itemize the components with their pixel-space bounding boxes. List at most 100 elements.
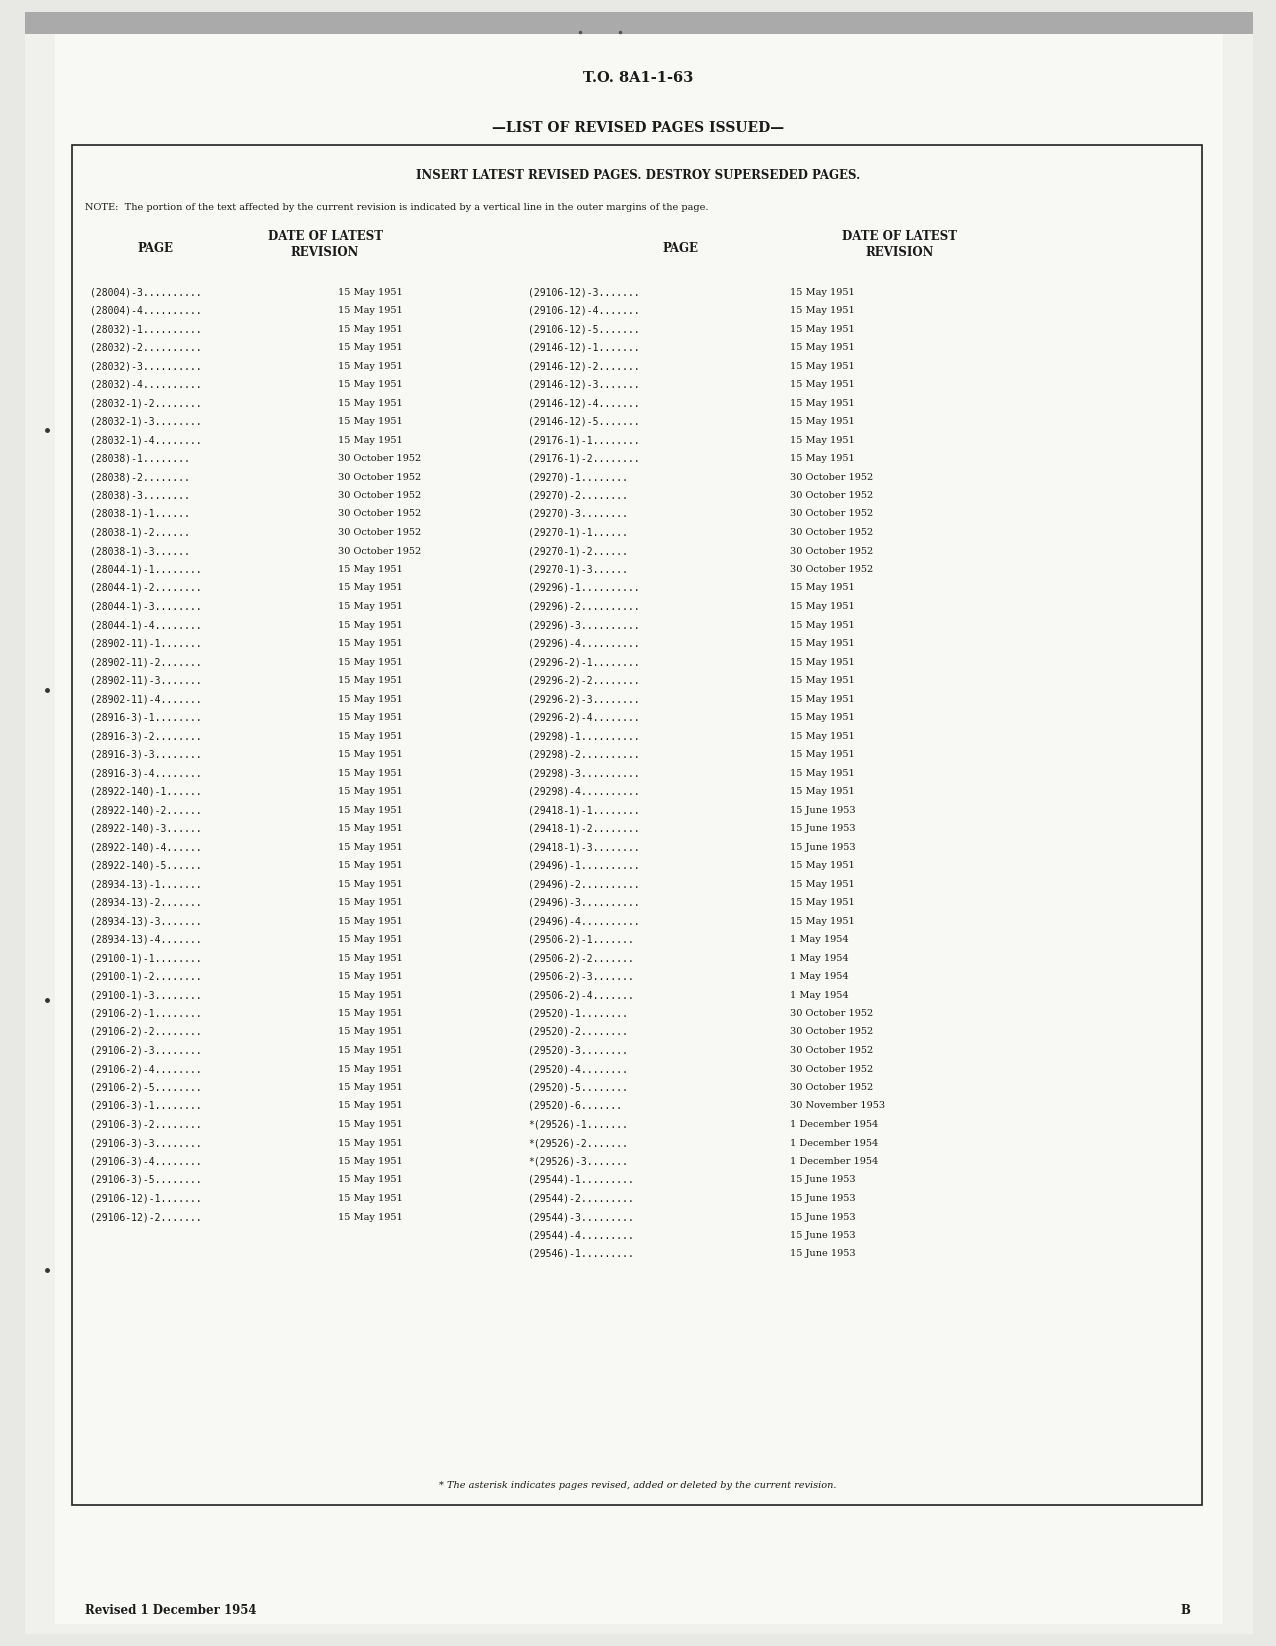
Text: (29506-2)-4.......: (29506-2)-4.......: [528, 989, 634, 1001]
Text: (28038-1)-1......: (28038-1)-1......: [91, 509, 190, 518]
Text: (28934-13)-2.......: (28934-13)-2.......: [91, 897, 202, 907]
Text: (29544)-4.........: (29544)-4.........: [528, 1231, 634, 1241]
Text: 15 May 1951: 15 May 1951: [338, 1175, 403, 1185]
Text: (28032-1)-3........: (28032-1)-3........: [91, 416, 202, 426]
Text: (28032)-4..........: (28032)-4..........: [91, 380, 202, 390]
Text: 15 June 1953: 15 June 1953: [790, 1231, 856, 1239]
Text: 15 June 1953: 15 June 1953: [790, 1213, 856, 1221]
Text: 15 May 1951: 15 May 1951: [338, 731, 403, 741]
Text: (29520)-3........: (29520)-3........: [528, 1045, 628, 1055]
FancyBboxPatch shape: [26, 12, 1253, 1634]
Text: 30 October 1952: 30 October 1952: [790, 1065, 873, 1073]
Text: 15 May 1951: 15 May 1951: [338, 1045, 403, 1055]
Text: (29506-2)-2.......: (29506-2)-2.......: [528, 953, 634, 963]
Text: T.O. 8A1-1-63: T.O. 8A1-1-63: [583, 71, 693, 86]
Text: (29296-2)-3........: (29296-2)-3........: [528, 695, 639, 704]
Text: (29146-12)-4.......: (29146-12)-4.......: [528, 398, 639, 408]
Text: 1 May 1954: 1 May 1954: [790, 973, 849, 981]
Text: 15 May 1951: 15 May 1951: [338, 1009, 403, 1017]
Text: 30 October 1952: 30 October 1952: [790, 546, 873, 555]
Text: (28902-11)-2.......: (28902-11)-2.......: [91, 657, 202, 667]
Text: 15 May 1951: 15 May 1951: [790, 861, 855, 871]
Text: 15 May 1951: 15 May 1951: [338, 1213, 403, 1221]
Text: (29100-1)-3........: (29100-1)-3........: [91, 989, 202, 1001]
Text: 15 May 1951: 15 May 1951: [338, 917, 403, 925]
Text: (28916-3)-4........: (28916-3)-4........: [91, 769, 202, 779]
Text: 15 May 1951: 15 May 1951: [790, 362, 855, 370]
Text: (29270)-3........: (29270)-3........: [528, 509, 628, 518]
Text: 15 May 1951: 15 May 1951: [338, 935, 403, 945]
Text: (29496)-1..........: (29496)-1..........: [528, 861, 639, 871]
Text: (29176-1)-1........: (29176-1)-1........: [528, 435, 639, 444]
Text: 15 May 1951: 15 May 1951: [790, 602, 855, 611]
Text: (29296-2)-2........: (29296-2)-2........: [528, 675, 639, 685]
Text: 15 May 1951: 15 May 1951: [338, 879, 403, 889]
Text: 15 May 1951: 15 May 1951: [338, 751, 403, 759]
Text: (29296)-3..........: (29296)-3..........: [528, 621, 639, 630]
Text: (29296-2)-1........: (29296-2)-1........: [528, 657, 639, 667]
Text: 15 May 1951: 15 May 1951: [790, 899, 855, 907]
Text: (29106-3)-1........: (29106-3)-1........: [91, 1101, 202, 1111]
Text: 30 October 1952: 30 October 1952: [338, 528, 421, 537]
Text: (29146-12)-5.......: (29146-12)-5.......: [528, 416, 639, 426]
Text: (29520)-5........: (29520)-5........: [528, 1083, 628, 1093]
Text: (28004)-4..........: (28004)-4..........: [91, 306, 202, 316]
Text: (29270)-2........: (29270)-2........: [528, 491, 628, 500]
Text: 15 May 1951: 15 May 1951: [338, 436, 403, 444]
Text: (29106-2)-2........: (29106-2)-2........: [91, 1027, 202, 1037]
Text: 30 October 1952: 30 October 1952: [338, 510, 421, 518]
Text: (29298)-3..........: (29298)-3..........: [528, 769, 639, 779]
Text: 30 October 1952: 30 October 1952: [338, 454, 421, 463]
Text: (28916-3)-1........: (28916-3)-1........: [91, 713, 202, 723]
Text: (29296)-1..........: (29296)-1..........: [528, 583, 639, 593]
Text: 15 May 1951: 15 May 1951: [790, 879, 855, 889]
Text: (29506-2)-1.......: (29506-2)-1.......: [528, 935, 634, 945]
Text: (28044-1)-2........: (28044-1)-2........: [91, 583, 202, 593]
Text: (29146-12)-2.......: (29146-12)-2.......: [528, 360, 639, 370]
Text: (28916-3)-3........: (28916-3)-3........: [91, 749, 202, 759]
Text: (29520)-1........: (29520)-1........: [528, 1009, 628, 1019]
Text: 1 December 1954: 1 December 1954: [790, 1139, 878, 1147]
Text: (29106-12)-2.......: (29106-12)-2.......: [91, 1211, 202, 1221]
Text: 15 May 1951: 15 May 1951: [790, 342, 855, 352]
Text: 15 June 1953: 15 June 1953: [790, 1175, 856, 1185]
Text: (28934-13)-3.......: (28934-13)-3.......: [91, 917, 202, 927]
Text: 15 May 1951: 15 May 1951: [790, 306, 855, 314]
Text: 15 May 1951: 15 May 1951: [790, 380, 855, 388]
Text: 30 October 1952: 30 October 1952: [790, 1045, 873, 1055]
Text: 15 May 1951: 15 May 1951: [790, 695, 855, 703]
Text: (29546)-1.........: (29546)-1.........: [528, 1249, 634, 1259]
Text: 15 May 1951: 15 May 1951: [338, 380, 403, 388]
Text: 30 October 1952: 30 October 1952: [790, 491, 873, 500]
Text: (28032)-2..........: (28032)-2..........: [91, 342, 202, 352]
Text: 15 May 1951: 15 May 1951: [790, 621, 855, 629]
Text: (28934-13)-4.......: (28934-13)-4.......: [91, 935, 202, 945]
Text: (29298)-4..........: (29298)-4..........: [528, 787, 639, 797]
Text: 15 May 1951: 15 May 1951: [338, 1157, 403, 1165]
Text: 1 May 1954: 1 May 1954: [790, 953, 849, 963]
Text: 15 May 1951: 15 May 1951: [338, 306, 403, 314]
Text: 30 November 1953: 30 November 1953: [790, 1101, 886, 1111]
Text: 15 May 1951: 15 May 1951: [790, 416, 855, 426]
Text: (29496)-3..........: (29496)-3..........: [528, 897, 639, 907]
Text: (28032)-3..........: (28032)-3..........: [91, 360, 202, 370]
Text: 15 May 1951: 15 May 1951: [338, 787, 403, 797]
Text: (29270-1)-1......: (29270-1)-1......: [528, 527, 628, 538]
Text: 15 May 1951: 15 May 1951: [338, 1083, 403, 1091]
Text: (28902-11)-4.......: (28902-11)-4.......: [91, 695, 202, 704]
Text: (29106-2)-4........: (29106-2)-4........: [91, 1063, 202, 1073]
FancyBboxPatch shape: [26, 12, 1253, 35]
Text: 15 May 1951: 15 May 1951: [338, 398, 403, 408]
Text: (28902-11)-1.......: (28902-11)-1.......: [91, 639, 202, 649]
Text: (28916-3)-2........: (28916-3)-2........: [91, 731, 202, 741]
Text: 15 May 1951: 15 May 1951: [338, 713, 403, 723]
Text: 15 May 1951: 15 May 1951: [338, 416, 403, 426]
Text: 15 June 1953: 15 June 1953: [790, 1249, 856, 1259]
Text: (29270)-1........: (29270)-1........: [528, 472, 628, 482]
Text: 15 May 1951: 15 May 1951: [790, 677, 855, 685]
Text: DATE OF LATEST
REVISION: DATE OF LATEST REVISION: [268, 229, 383, 258]
Text: (29106-3)-4........: (29106-3)-4........: [91, 1157, 202, 1167]
Text: Revised 1 December 1954: Revised 1 December 1954: [85, 1603, 256, 1616]
Text: 30 October 1952: 30 October 1952: [790, 472, 873, 482]
Text: *(29526)-3.......: *(29526)-3.......: [528, 1157, 628, 1167]
